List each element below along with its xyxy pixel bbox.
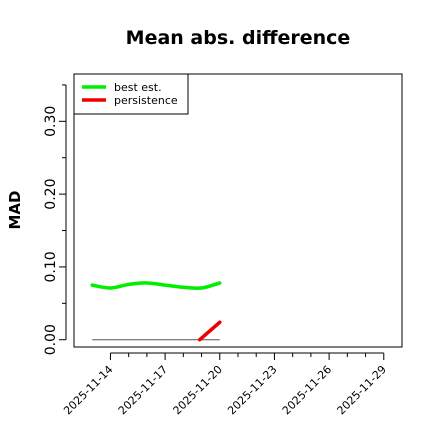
y-tick-label: 0.00 xyxy=(43,324,59,355)
x-tick-label: 2025-11-29 xyxy=(334,363,388,417)
y-tick-label: 0.20 xyxy=(43,179,59,210)
plot-frame xyxy=(73,73,403,348)
legend-label: best est. xyxy=(114,81,162,94)
y-tick-label: 0.30 xyxy=(43,106,59,137)
x-tick-label: 2025-11-17 xyxy=(116,363,170,417)
chart-title: Mean abs. difference xyxy=(126,27,351,49)
series-line-persistence xyxy=(197,320,222,342)
y-axis: 0.00 0.10 0.20 0.30 xyxy=(43,84,67,355)
legend: best est.persistence xyxy=(73,73,189,115)
y-tick-label: 0.10 xyxy=(43,251,59,282)
x-tick-label: 2025-11-23 xyxy=(225,363,279,417)
x-tick-label: 2025-11-26 xyxy=(280,363,334,417)
plot-area xyxy=(90,281,222,342)
y-axis-label: MAD xyxy=(6,191,24,230)
x-tick-label: 2025-11-14 xyxy=(61,363,115,417)
x-tick-label: 2025-11-20 xyxy=(170,363,224,417)
legend-label: persistence xyxy=(114,94,178,107)
series-line-best-est xyxy=(90,281,222,291)
x-axis: 2025-11-14 2025-11-17 2025-11-20 2025-11-23… xyxy=(61,352,389,417)
legend-box xyxy=(73,73,189,115)
